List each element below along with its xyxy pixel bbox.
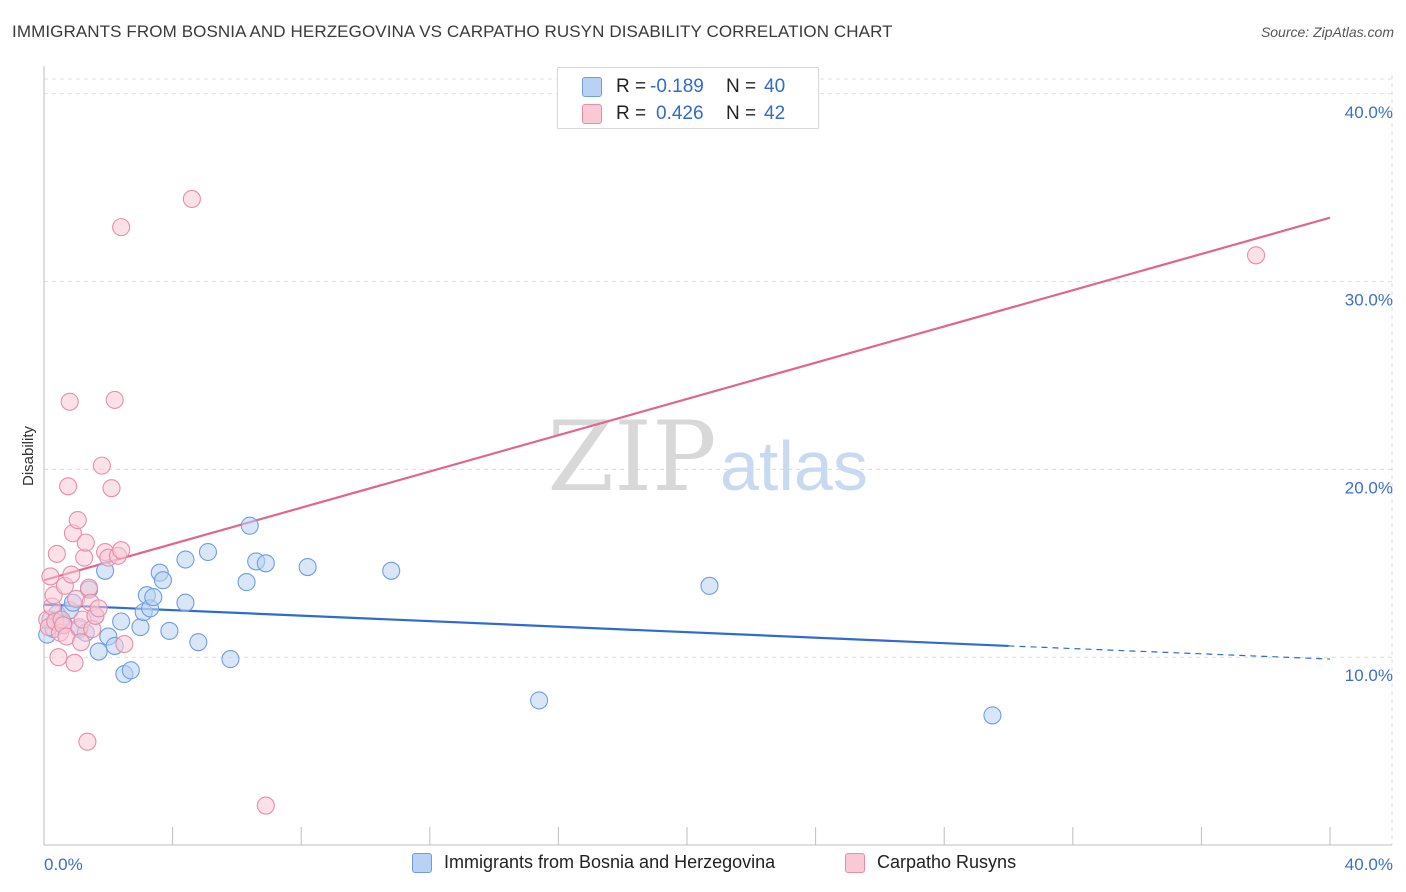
source-label: Source: ZipAtlas.com [1260,24,1394,40]
point-bosnia [983,706,1002,725]
y-axis-label: Disability [20,425,37,486]
legend-label-rusyn: Carpatho Rusyns [877,852,1017,872]
point-rusyn [76,533,95,552]
tick-labels: 10.0% 20.0% 30.0% 40.0% 0.0% 40.0% [44,103,1393,874]
legend-row-blue: R = -0.189 N = 40 [558,73,785,101]
point-rusyn [65,653,84,672]
trend-line-extension [1008,645,1331,660]
y-tick-label: 20.0% [1345,478,1393,497]
point-rusyn [112,541,131,560]
n-label: N = [726,76,757,97]
point-rusyn [79,578,99,597]
point-rusyn [47,544,66,563]
point-bosnia [240,516,259,535]
point-rusyn [182,189,201,209]
point-bosnia [112,612,131,631]
r-value: -0.189 [650,76,704,97]
watermark: ZIP atlas [547,401,867,513]
trend-lines [43,216,1331,660]
point-rusyn [49,648,68,667]
point-bosnia [189,633,208,652]
n-value: 42 [764,103,786,124]
legend-item-rusyn: Carpatho Rusyns [845,852,1016,873]
point-bosnia [382,561,401,580]
legend-swatch-blue [582,77,602,97]
point-bosnia [298,557,317,577]
axes [43,66,1392,846]
point-rusyn [102,479,121,498]
chart-title: IMMIGRANTS FROM BOSNIA AND HERZEGOVINA V… [12,22,893,41]
data-points [38,189,1266,815]
point-bosnia [160,621,179,640]
point-rusyn [60,392,79,411]
point-rusyn [59,477,78,496]
point-bosnia [131,618,150,637]
point-bosnia [89,642,108,661]
r-label: R = [616,76,647,97]
r-value: 0.426 [656,103,704,124]
point-rusyn [71,633,91,652]
correlation-legend: R = -0.189 N = 40 R = 0.426 N = 42 [557,67,819,129]
point-bosnia [198,542,218,562]
point-rusyn [115,634,134,654]
series-legend: Immigrants from Bosnia and Herzegovina C… [0,850,1406,878]
point-rusyn [256,796,275,815]
legend-label-bosnia: Immigrants from Bosnia and Herzegovina [444,852,776,872]
legend-swatch-rusyn [845,852,865,873]
r-label: R = [616,103,647,124]
y-tick-label: 10.0% [1345,666,1393,685]
legend-swatch-bosnia [412,852,432,873]
point-rusyn [92,456,111,475]
y-tick-label: 40.0% [1345,103,1393,122]
point-bosnia [153,571,173,590]
point-bosnia [530,691,549,710]
trend-line [43,216,1331,582]
n-label: N = [726,103,757,124]
point-rusyn [78,732,97,751]
point-bosnia [176,593,195,612]
watermark-atlas: atlas [720,427,868,505]
x-tick-label: 40.0% [1345,855,1393,874]
grid-lines [44,75,1393,845]
legend-item-bosnia: Immigrants from Bosnia and Herzegovina [412,852,775,873]
point-bosnia [144,588,163,607]
point-bosnia [256,554,275,573]
point-rusyn [62,565,81,584]
legend-swatch-pink [582,104,602,124]
point-rusyn [89,599,108,618]
point-bosnia [700,576,719,595]
point-bosnia [221,650,240,669]
point-bosnia [237,573,256,592]
point-rusyn [68,511,87,530]
point-rusyn [41,567,60,586]
n-value: 40 [764,76,786,97]
point-rusyn [1247,246,1266,265]
point-rusyn [105,390,124,409]
point-rusyn [112,218,131,237]
point-rusyn [75,548,94,567]
point-bosnia [121,661,140,680]
x-tick-label: 0.0% [44,855,83,874]
legend-row-pink: R = 0.426 N = 42 [558,100,785,128]
y-tick-label: 30.0% [1345,291,1393,310]
trend-line [43,603,1009,648]
watermark-zip: ZIP [547,401,716,513]
point-bosnia [176,550,195,569]
